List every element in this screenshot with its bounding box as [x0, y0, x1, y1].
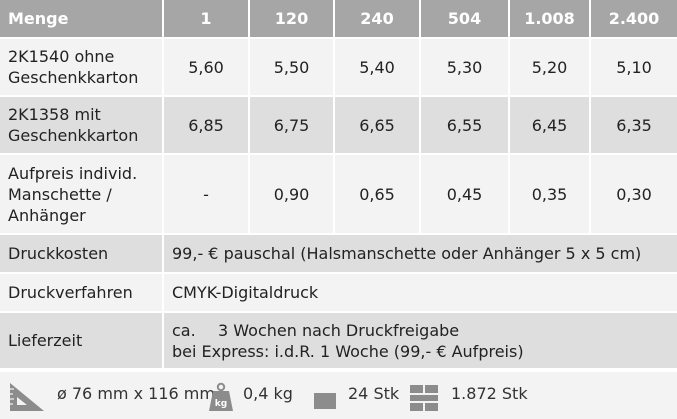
lieferzeit-standard: 3 Wochen nach Druckfreigabe	[218, 320, 460, 340]
lieferzeit-value: ca. 3 Wochen nach Druckfreigabe bei Expre…	[164, 313, 677, 368]
row-label-2k1540: 2K1540 ohne Geschenkkarton	[0, 39, 162, 95]
header-qty-504: 504	[421, 0, 508, 37]
row-label-line: 2K1358 mit	[8, 105, 101, 124]
druckverfahren-label: Druckverfahren	[0, 274, 162, 311]
ruler-triangle-icon	[10, 383, 44, 411]
lieferzeit-label: Lieferzeit	[0, 313, 162, 368]
product-specs-footer: ø 76 mm x 116 mm kg 0,4 kg 24 Stk 1.872 …	[0, 372, 677, 419]
header-qty-240: 240	[335, 0, 419, 37]
dimensions-text: ø 76 mm x 116 mm	[57, 384, 215, 403]
row-label-line: Geschenkkarton	[8, 68, 139, 87]
price-cell: 0,65	[335, 155, 419, 233]
carton-icon	[314, 393, 336, 409]
lieferzeit-prefix: ca.	[172, 320, 196, 340]
price-cell: 5,40	[335, 39, 419, 95]
price-cell: -	[164, 155, 248, 233]
price-cell: 0,30	[591, 155, 677, 233]
header-menge: Menge	[0, 0, 162, 37]
pallet-icon	[410, 385, 438, 411]
price-cell: 0,35	[510, 155, 589, 233]
druckverfahren-value: CMYK-Digitaldruck	[164, 274, 677, 311]
price-cell: 0,45	[421, 155, 508, 233]
price-cell: 0,90	[250, 155, 333, 233]
pallet-text: 1.872 Stk	[451, 384, 528, 403]
price-cell: 6,65	[335, 97, 419, 153]
lieferzeit-line-2: bei Express: i.d.R. 1 Woche (99,- € Aufp…	[172, 341, 524, 361]
row-label-aufpreis: Aufpreis individ. Manschette / Anhänger	[0, 155, 162, 233]
header-qty-2400: 2.400	[591, 0, 677, 37]
price-cell: 5,30	[421, 39, 508, 95]
header-qty-1008: 1.008	[510, 0, 589, 37]
price-cell: 5,10	[591, 39, 677, 95]
weight-text: 0,4 kg	[243, 384, 293, 403]
svg-text:kg: kg	[215, 399, 227, 409]
row-label-2k1358: 2K1358 mit Geschenkkarton	[0, 97, 162, 153]
row-label-line: Anhänger	[8, 205, 86, 225]
row-label-line: 2K1540 ohne	[8, 47, 115, 66]
price-cell: 6,35	[591, 97, 677, 153]
price-cell: 6,55	[421, 97, 508, 153]
header-qty-1: 1	[164, 0, 248, 37]
row-label-line: Geschenkkarton	[8, 126, 139, 145]
price-cell: 6,85	[164, 97, 248, 153]
price-cell: 6,45	[510, 97, 589, 153]
weight-icon: kg	[209, 382, 233, 411]
druckkosten-label: Druckkosten	[0, 235, 162, 272]
row-label-line: Aufpreis individ.	[8, 163, 138, 183]
header-qty-120: 120	[250, 0, 333, 37]
carton-text: 24 Stk	[348, 384, 400, 403]
price-cell: 6,75	[250, 97, 333, 153]
row-label-line: Manschette /	[8, 184, 112, 204]
price-cell: 5,60	[164, 39, 248, 95]
lieferzeit-line-1: ca. 3 Wochen nach Druckfreigabe	[172, 320, 459, 341]
price-cell: 5,50	[250, 39, 333, 95]
price-cell: 5,20	[510, 39, 589, 95]
druckkosten-value: 99,- € pauschal (Halsmanschette oder Anh…	[164, 235, 677, 272]
